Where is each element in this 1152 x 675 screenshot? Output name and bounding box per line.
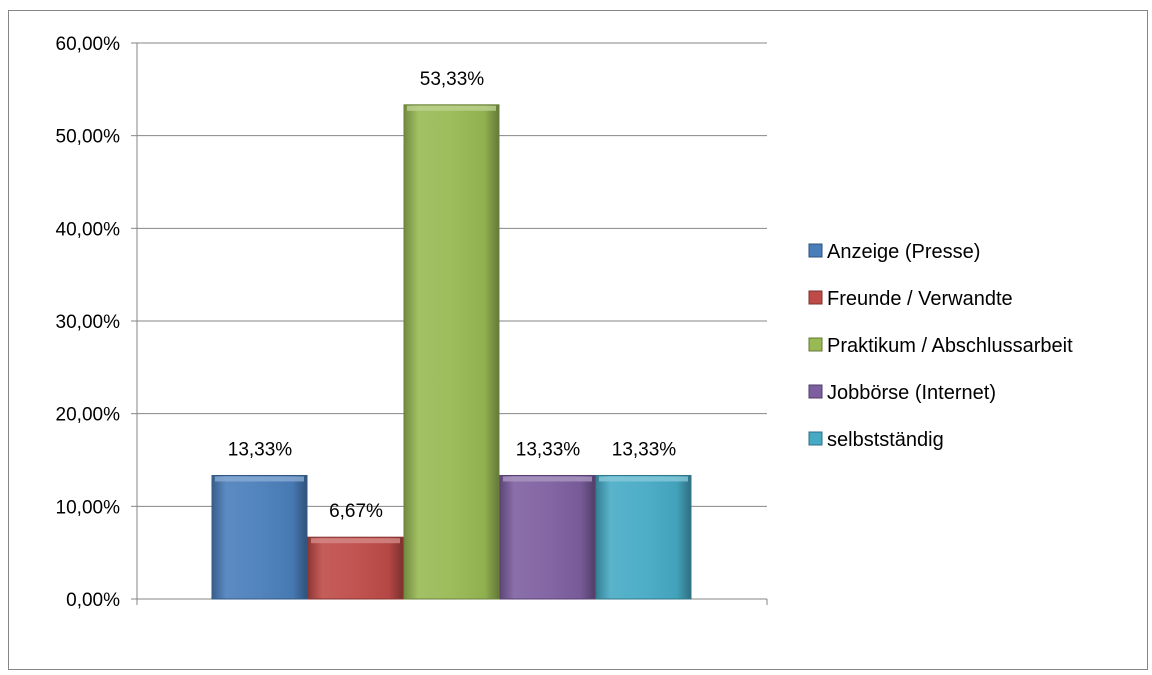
y-tick-label: 0,00% (66, 590, 120, 611)
bar-5 (595, 474, 692, 600)
legend-label: Anzeige (Presse) (827, 241, 980, 263)
legend-label: Praktikum / Abschlussarbeit (827, 335, 1073, 357)
data-labels: 13,33% 6,67% 53,33% 13,33% 13,33% (228, 69, 677, 522)
data-label: 53,33% (420, 69, 485, 90)
bar-highlight (215, 476, 304, 482)
bar-highlight (599, 476, 688, 482)
y-tick-label: 30,00% (56, 312, 121, 333)
y-tick-label: 40,00% (56, 219, 121, 240)
bars (211, 104, 692, 600)
legend-swatch (808, 290, 823, 305)
legend-swatch (808, 243, 823, 258)
legend-swatch (808, 337, 823, 352)
bar-highlight (407, 105, 496, 111)
legend-label: Freunde / Verwandte (827, 288, 1013, 310)
data-label: 6,67% (329, 501, 383, 522)
y-tick-label: 50,00% (56, 127, 121, 148)
bar-2 (307, 536, 404, 600)
bar-highlight (311, 538, 400, 544)
legend: Anzeige (Presse) Freunde / Verwandte Prakt… (808, 241, 1073, 451)
legend-swatch (808, 384, 823, 399)
legend-label: selbstständig (827, 429, 944, 451)
bar-1 (211, 474, 308, 600)
y-axis-tick-labels: 0,00% 10,00% 20,00% 30,00% 40,00% 50,00% 60,00… (56, 34, 121, 611)
y-tick-label: 60,00% (56, 34, 121, 55)
data-label: 13,33% (228, 439, 293, 460)
y-tick-label: 10,00% (56, 497, 121, 518)
bar-highlight (503, 476, 592, 482)
data-label: 13,33% (516, 439, 581, 460)
legend-swatch (808, 431, 823, 446)
legend-label: Jobbörse (Internet) (827, 382, 996, 404)
bar-3 (403, 104, 500, 600)
data-label: 13,33% (612, 439, 677, 460)
bar-4 (499, 474, 596, 600)
y-tick-label: 20,00% (56, 405, 121, 426)
